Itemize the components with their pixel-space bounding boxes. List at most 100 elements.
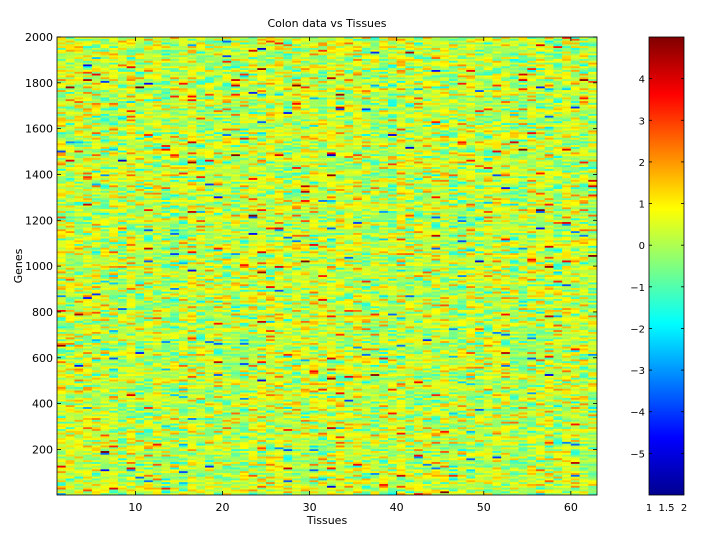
heatmap-cell — [196, 57, 206, 60]
heatmap-cell — [178, 64, 189, 67]
heatmap-cell — [152, 95, 162, 98]
heatmap-cell — [57, 377, 67, 380]
heatmap-cell — [161, 482, 171, 485]
heatmap-cell — [83, 258, 93, 261]
heatmap-cell — [222, 396, 232, 399]
heatmap-cell — [91, 452, 101, 456]
heatmap-cell — [100, 227, 110, 230]
heatmap-cell — [213, 408, 223, 412]
heatmap-cell — [109, 421, 119, 424]
heatmap-cell — [74, 383, 84, 386]
heatmap-cell — [57, 152, 67, 155]
heatmap-cell — [170, 236, 180, 239]
heatmap-cell — [144, 452, 154, 456]
heatmap-cell — [57, 249, 67, 252]
heatmap-cell — [117, 168, 128, 172]
heatmap-cell — [213, 165, 223, 168]
heatmap-cell — [213, 361, 223, 364]
heatmap-cell — [135, 242, 145, 245]
heatmap-cell — [100, 58, 110, 62]
heatmap-cell — [109, 280, 119, 283]
heatmap-cell — [205, 300, 215, 304]
heatmap-cell — [117, 108, 128, 111]
heatmap-cell — [135, 447, 145, 450]
heatmap-cell — [187, 478, 197, 481]
heatmap-cell — [117, 200, 128, 203]
heatmap-cell — [100, 291, 110, 294]
heatmap-cell — [74, 40, 84, 43]
heatmap-cell — [135, 289, 145, 293]
heatmap-cell — [65, 137, 75, 140]
heatmap-cell — [161, 91, 171, 95]
heatmap-cell — [161, 88, 171, 91]
heatmap-cell — [222, 69, 232, 73]
heatmap-cell — [91, 203, 101, 206]
heatmap-cell — [161, 342, 171, 346]
heatmap-cell — [65, 473, 75, 476]
heatmap-cell — [222, 416, 232, 419]
heatmap-cell — [100, 99, 110, 102]
heatmap-cell — [83, 344, 93, 348]
heatmap-cell — [117, 432, 128, 435]
heatmap-cell — [205, 474, 215, 478]
heatmap-cell — [65, 245, 75, 249]
heatmap-cell — [74, 489, 84, 492]
heatmap-cell — [74, 278, 84, 282]
heatmap-cell — [91, 112, 101, 115]
heatmap-cell — [65, 489, 75, 492]
heatmap-cell — [161, 216, 171, 219]
heatmap-cell — [91, 119, 101, 122]
heatmap-cell — [91, 458, 101, 461]
heatmap-cell — [57, 115, 67, 119]
heatmap-cell — [83, 86, 93, 89]
heatmap-cell — [161, 55, 171, 58]
heatmap-cell — [126, 37, 136, 40]
heatmap-cell — [144, 262, 154, 265]
heatmap-cell — [100, 198, 110, 201]
heatmap-cell — [83, 124, 93, 128]
heatmap-cell — [161, 245, 171, 249]
heatmap-cell — [170, 132, 180, 135]
heatmap-cell — [144, 198, 154, 201]
heatmap-cell — [205, 335, 215, 338]
heatmap-cell — [109, 275, 119, 278]
heatmap-cell — [100, 410, 110, 413]
heatmap-cell — [187, 113, 197, 117]
heatmap-cell — [109, 227, 119, 230]
heatmap-cell — [213, 348, 223, 351]
heatmap-cell — [57, 405, 67, 408]
heatmap-cell — [178, 49, 189, 53]
heatmap-cell — [152, 137, 162, 140]
heatmap-cell — [213, 379, 223, 382]
heatmap-cell — [178, 414, 189, 417]
heatmap-cell — [196, 361, 206, 364]
heatmap-cell — [205, 223, 215, 227]
heatmap-cell — [65, 423, 75, 426]
heatmap-cell — [100, 212, 110, 216]
heatmap-cell — [213, 396, 223, 399]
heatmap-cell — [65, 454, 75, 457]
heatmap-cell — [205, 366, 215, 369]
heatmap-cell — [83, 386, 93, 390]
heatmap-cell — [135, 421, 145, 424]
heatmap-cell — [126, 330, 136, 333]
heatmap-cell — [187, 379, 197, 382]
heatmap-cell — [178, 467, 189, 470]
heatmap-cell — [178, 156, 189, 159]
heatmap-cell — [126, 88, 136, 91]
heatmap-cell — [57, 51, 67, 54]
heatmap-cell — [65, 440, 75, 443]
heatmap-cell — [126, 434, 136, 437]
heatmap-cell — [170, 194, 180, 197]
heatmap-cell — [109, 62, 119, 65]
heatmap-cell — [178, 238, 189, 241]
heatmap-cell — [91, 370, 101, 373]
heatmap-cell — [109, 317, 119, 320]
heatmap-cell — [100, 222, 110, 225]
heatmap-cell — [205, 229, 215, 232]
heatmap-cell — [100, 372, 110, 375]
heatmap-cell — [74, 335, 84, 338]
heatmap-cell — [74, 306, 84, 309]
heatmap-cell — [135, 273, 145, 276]
heatmap-cell — [126, 377, 136, 380]
